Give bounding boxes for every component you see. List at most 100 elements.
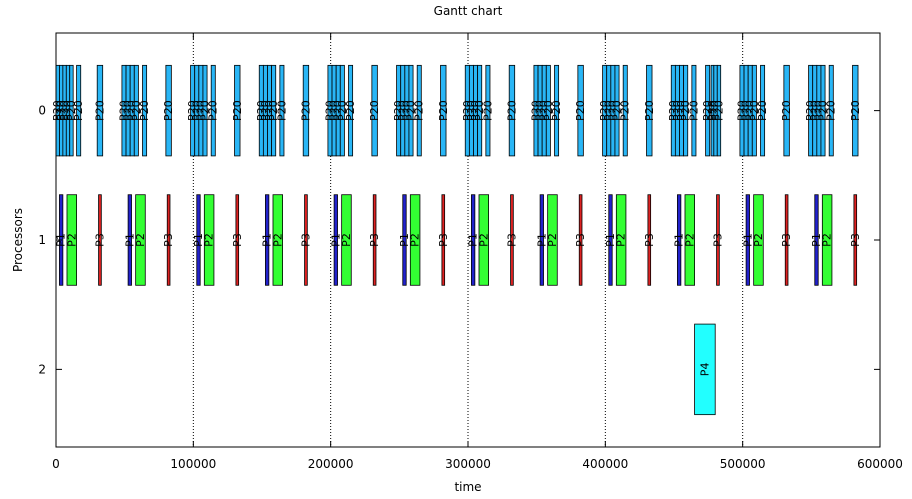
task-bar-p1 bbox=[127, 194, 132, 286]
task-bar-p20 bbox=[820, 64, 826, 157]
task-bar-p20 bbox=[614, 64, 620, 157]
y-axis-label: Processors bbox=[11, 208, 25, 272]
task-bar-p20 bbox=[96, 64, 104, 157]
task-bar-p3 bbox=[716, 194, 720, 286]
task-label: P2 bbox=[340, 233, 353, 247]
task-label: P20 bbox=[687, 100, 700, 121]
task-label: P1 bbox=[810, 233, 823, 247]
task-label: P3 bbox=[437, 233, 450, 247]
task-label: P20 bbox=[849, 100, 862, 121]
task-bar-p1 bbox=[745, 194, 750, 286]
task-bar-p20 bbox=[69, 64, 74, 157]
task-bar-p20 bbox=[210, 64, 216, 157]
task-bar-p3 bbox=[98, 194, 102, 286]
task-bar-p20 bbox=[76, 64, 82, 157]
task-bar-p2 bbox=[272, 194, 283, 286]
x-tick-label: 100000 bbox=[170, 457, 216, 471]
task-label: P20 bbox=[505, 100, 518, 121]
task-bar-p3 bbox=[510, 194, 514, 286]
task-label: P20 bbox=[207, 100, 220, 121]
task-bar-p20 bbox=[716, 64, 722, 157]
task-label: P2 bbox=[546, 233, 559, 247]
task-bar-p3 bbox=[372, 194, 377, 286]
y-tick-label: 0 bbox=[38, 104, 46, 118]
task-label: P3 bbox=[780, 233, 793, 247]
task-label: P20 bbox=[437, 100, 450, 121]
x-axis-ticks: 0 100000 200000 300000 400000 500000 600000 bbox=[52, 33, 903, 471]
task-label: P20 bbox=[368, 100, 381, 121]
task-bar-p20 bbox=[348, 64, 354, 157]
y-tick-label: 2 bbox=[38, 362, 46, 376]
task-bar-p3 bbox=[304, 194, 308, 286]
task-bar-p3 bbox=[166, 194, 171, 286]
task-bar-p20 bbox=[142, 64, 148, 157]
task-bar-p1 bbox=[196, 194, 201, 286]
task-bar-p3 bbox=[578, 194, 583, 286]
task-label: P20 bbox=[275, 100, 288, 121]
task-bar-p20 bbox=[783, 64, 790, 157]
task-label: P20 bbox=[72, 100, 85, 121]
task-label: P20 bbox=[267, 100, 280, 121]
task-label: P3 bbox=[711, 233, 724, 247]
task-label: P20 bbox=[413, 100, 426, 121]
task-label: P20 bbox=[825, 100, 838, 121]
task-label: P1 bbox=[673, 233, 686, 247]
task-label: P3 bbox=[849, 233, 862, 247]
task-bar-p20 bbox=[302, 64, 310, 157]
task-bar-p1 bbox=[677, 194, 682, 286]
task-bar-p20 bbox=[271, 64, 277, 157]
task-label: P20 bbox=[756, 100, 769, 121]
task-label: P2 bbox=[683, 233, 696, 247]
task-bar-p3 bbox=[441, 194, 446, 286]
task-label: P20 bbox=[780, 100, 793, 121]
task-bar-p20 bbox=[691, 64, 697, 157]
task-bar-p4 bbox=[694, 323, 716, 416]
task-bar-p20 bbox=[440, 64, 447, 157]
task-bar-p20 bbox=[705, 64, 711, 157]
x-tick-label: 300000 bbox=[445, 457, 491, 471]
task-label: P1 bbox=[398, 233, 411, 247]
task-label: P20 bbox=[405, 100, 418, 121]
task-bar-p20 bbox=[760, 64, 766, 157]
task-label: P2 bbox=[65, 233, 78, 247]
task-label: P20 bbox=[619, 100, 632, 121]
task-bar-p1 bbox=[265, 194, 270, 286]
task-label: P20 bbox=[231, 100, 244, 121]
task-bar-p20 bbox=[852, 64, 859, 157]
task-label: P3 bbox=[231, 233, 244, 247]
task-bar-p2 bbox=[203, 194, 215, 286]
task-bar-p20 bbox=[408, 64, 414, 157]
task-label: P20 bbox=[138, 100, 151, 121]
task-bar-p2 bbox=[66, 194, 77, 286]
task-label: P20 bbox=[574, 100, 587, 121]
task-label: P2 bbox=[752, 233, 765, 247]
task-bar-p20 bbox=[646, 64, 653, 157]
task-label: P20 bbox=[712, 100, 725, 121]
task-bar-p20 bbox=[371, 64, 378, 157]
task-bar-p20 bbox=[339, 64, 345, 157]
task-label: P2 bbox=[134, 233, 147, 247]
task-label: P1 bbox=[604, 233, 617, 247]
task-bar-p20 bbox=[416, 64, 422, 157]
task-bar-p1 bbox=[814, 194, 819, 286]
task-bar-p20 bbox=[577, 64, 584, 157]
task-bar-p20 bbox=[202, 64, 208, 157]
task-label: P3 bbox=[643, 233, 656, 247]
task-label: P3 bbox=[162, 233, 175, 247]
task-bar-p20 bbox=[485, 64, 491, 157]
x-tick-label: 400000 bbox=[582, 457, 628, 471]
task-bar-p1 bbox=[539, 194, 544, 286]
task-label: P20 bbox=[65, 100, 78, 121]
task-label: P2 bbox=[203, 233, 216, 247]
task-bar-p20 bbox=[828, 64, 834, 157]
x-tick-label: 200000 bbox=[308, 457, 354, 471]
task-label: P3 bbox=[368, 233, 381, 247]
task-label: P20 bbox=[344, 100, 357, 121]
task-label: P3 bbox=[93, 233, 106, 247]
task-label: P1 bbox=[261, 233, 274, 247]
task-label: P20 bbox=[299, 100, 312, 121]
task-label: P20 bbox=[93, 100, 106, 121]
task-bar-p2 bbox=[409, 194, 421, 286]
task-label: P1 bbox=[192, 233, 205, 247]
